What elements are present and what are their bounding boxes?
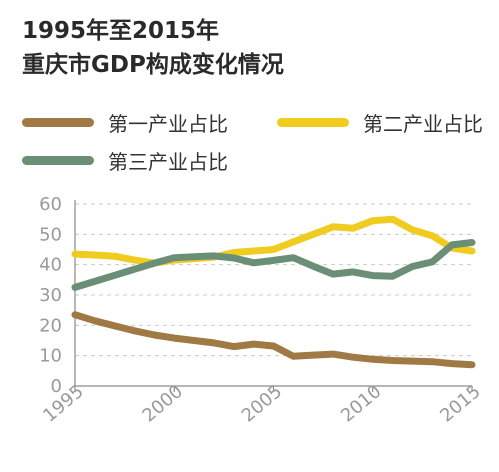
x-tick-label-2015: 2015 (436, 381, 485, 427)
y-tick-label-60: 60 (39, 194, 62, 215)
chart-title-line-1: 1995年至2015年 (22, 18, 220, 44)
legend-item-secondary: 第二产业占比 (277, 108, 483, 137)
y-tick-label-10: 10 (39, 346, 62, 367)
legend-swatch-tertiary (22, 156, 94, 165)
x-tick-label-2010: 2010 (337, 381, 386, 427)
legend-label-primary: 第一产业占比 (108, 112, 228, 136)
y-tick-label-20: 20 (39, 315, 62, 336)
legend-swatch-secondary (277, 118, 349, 127)
legend-label-tertiary: 第三产业占比 (108, 150, 228, 174)
y-tick-label-30: 30 (39, 285, 62, 306)
legend-label-secondary: 第二产业占比 (363, 112, 483, 136)
chart-title: 1995年至2015年 重庆市GDP构成变化情况 (22, 14, 284, 82)
legend-item-tertiary: 第三产业占比 (22, 146, 228, 175)
legend-swatch-primary (22, 118, 94, 127)
y-tick-label-50: 50 (39, 224, 62, 245)
x-tick-label-2000: 2000 (138, 381, 187, 427)
chart-title-line-2: 重庆市GDP构成变化情况 (22, 52, 284, 78)
x-tick-label-1995: 1995 (39, 381, 88, 427)
x-tick-label-2005: 2005 (238, 381, 287, 427)
y-tick-label-0: 0 (51, 376, 62, 397)
series-line-tertiary (71, 239, 476, 291)
series-line-primary (71, 311, 476, 369)
y-tick-label-40: 40 (39, 255, 62, 276)
series-line-secondary (71, 215, 476, 267)
legend-item-primary: 第一产业占比 (22, 108, 228, 137)
